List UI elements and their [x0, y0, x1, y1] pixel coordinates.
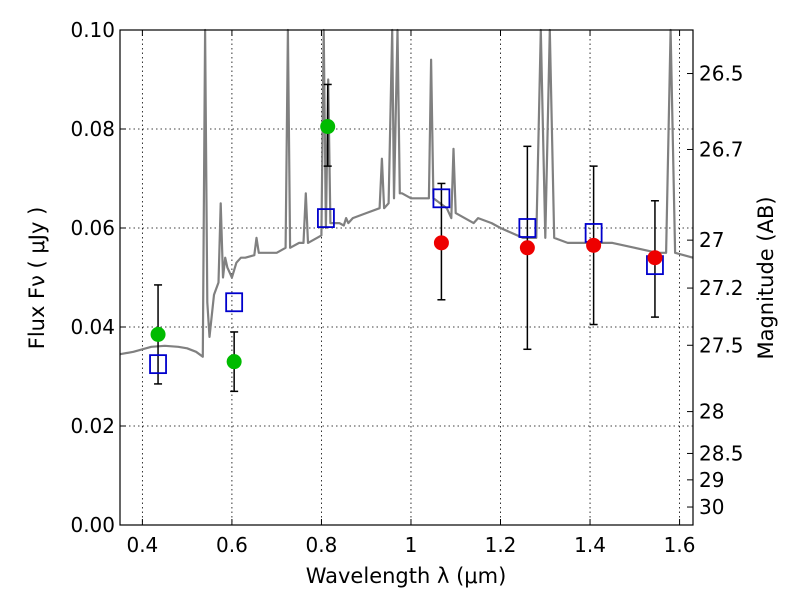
y-axis-title: Flux Fν ( μJy ) [25, 207, 49, 350]
model-spectrum-line [119, 28, 694, 358]
magnitude-tick-label: 27.2 [699, 276, 744, 300]
model-photometry-square [432, 188, 451, 209]
x-tick-label: 1.6 [664, 533, 696, 557]
error-bars-layer [154, 83, 659, 393]
model-photometry-square [225, 292, 244, 313]
magnitude-tick-label: 30 [699, 495, 724, 519]
x-tick-label: 1.2 [485, 533, 517, 557]
x-tick-label: 1 [405, 533, 418, 557]
observed-flux-point [150, 326, 166, 342]
y-axis-ticks: 0.00 0.02 0.04 0.06 0.08 0.10 [70, 18, 126, 537]
plot-frame [119, 29, 694, 526]
observed-flux-point [320, 119, 336, 135]
magnitude-tick-label: 27.5 [699, 333, 744, 357]
magnitude-axis-title: Magnitude (AB) [754, 196, 778, 359]
x-tick-label: 0.8 [306, 533, 338, 557]
y-tick-label: 0.06 [70, 216, 115, 240]
model-photometry-square [317, 208, 335, 229]
observed-flux-point [433, 235, 449, 251]
y-tick-label: 0.10 [70, 18, 115, 42]
x-axis-title: Wavelength λ (μm) [306, 564, 507, 588]
x-tick-label: 1.4 [574, 533, 606, 557]
observed-flux-point [647, 250, 663, 266]
x-tick-label: 0.6 [216, 533, 248, 557]
model-spectrum-layer [119, 28, 694, 358]
magnitude-tick-label: 28.5 [699, 441, 744, 465]
observed-flux-point [586, 237, 602, 253]
y-tick-label: 0.04 [70, 315, 115, 339]
magnitude-tick-label: 26.7 [699, 137, 744, 161]
y-tick-label: 0.08 [70, 117, 115, 141]
x-axis-ticks: 0.4 0.6 0.8 1 1.2 1.4 1.6 [126, 30, 695, 557]
markers-layer [149, 119, 664, 375]
model-photometry-square [149, 354, 167, 375]
magnitude-tick-label: 29 [699, 468, 724, 492]
magnitude-axis-ticks: 26.5 26.7 27 27.2 27.5 28 28.5 29 30 [687, 62, 744, 519]
x-tick-label: 0.4 [126, 533, 158, 557]
magnitude-tick-label: 28 [699, 400, 724, 424]
model-photometry-square [518, 218, 537, 238]
observed-flux-point [519, 240, 535, 256]
y-tick-label: 0.02 [70, 414, 115, 438]
y-tick-label: 0.00 [70, 513, 115, 537]
observed-flux-point [226, 354, 242, 370]
magnitude-tick-label: 27 [699, 228, 724, 252]
magnitude-tick-label: 26.5 [699, 62, 744, 86]
